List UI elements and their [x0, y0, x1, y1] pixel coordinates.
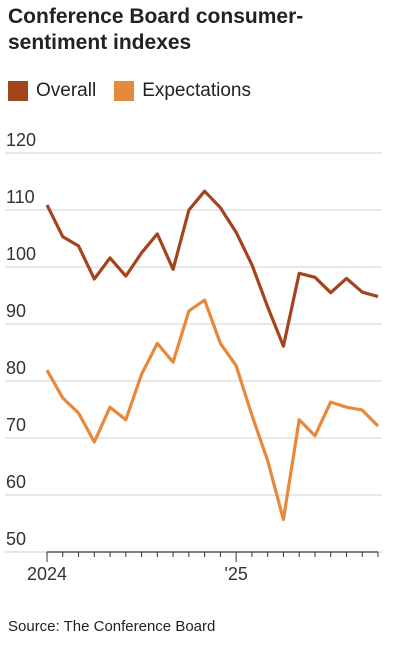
y-tick-label: 70 [6, 415, 26, 435]
legend-swatch [8, 81, 28, 101]
x-tick-label: '25 [224, 564, 247, 584]
source: Source: The Conference Board [8, 618, 216, 635]
line-series [45, 298, 380, 522]
y-tick-label: 60 [6, 472, 26, 492]
y-tick-label: 80 [6, 358, 26, 378]
legend-label: Expectations [142, 80, 251, 101]
y-tick-label: 100 [6, 244, 36, 264]
chart: 50 60 70 80 90 100 110 120 2024 '25 [5, 130, 382, 584]
legend-item: Overall [8, 80, 96, 102]
legend-item: Expectations [114, 80, 251, 102]
line-series [45, 189, 379, 348]
x-tick-label: 2024 [27, 564, 67, 584]
legend-swatch [114, 81, 135, 101]
y-tick-label: 90 [6, 301, 26, 321]
chart-title: Conference Board consumer-sentiment inde… [8, 5, 304, 54]
y-tick-label: 110 [6, 187, 35, 207]
legend: Overall Expectations [8, 80, 251, 102]
y-tick-label: 120 [6, 130, 36, 150]
y-tick-label: 50 [6, 529, 26, 549]
legend-label: Overall [36, 80, 97, 101]
